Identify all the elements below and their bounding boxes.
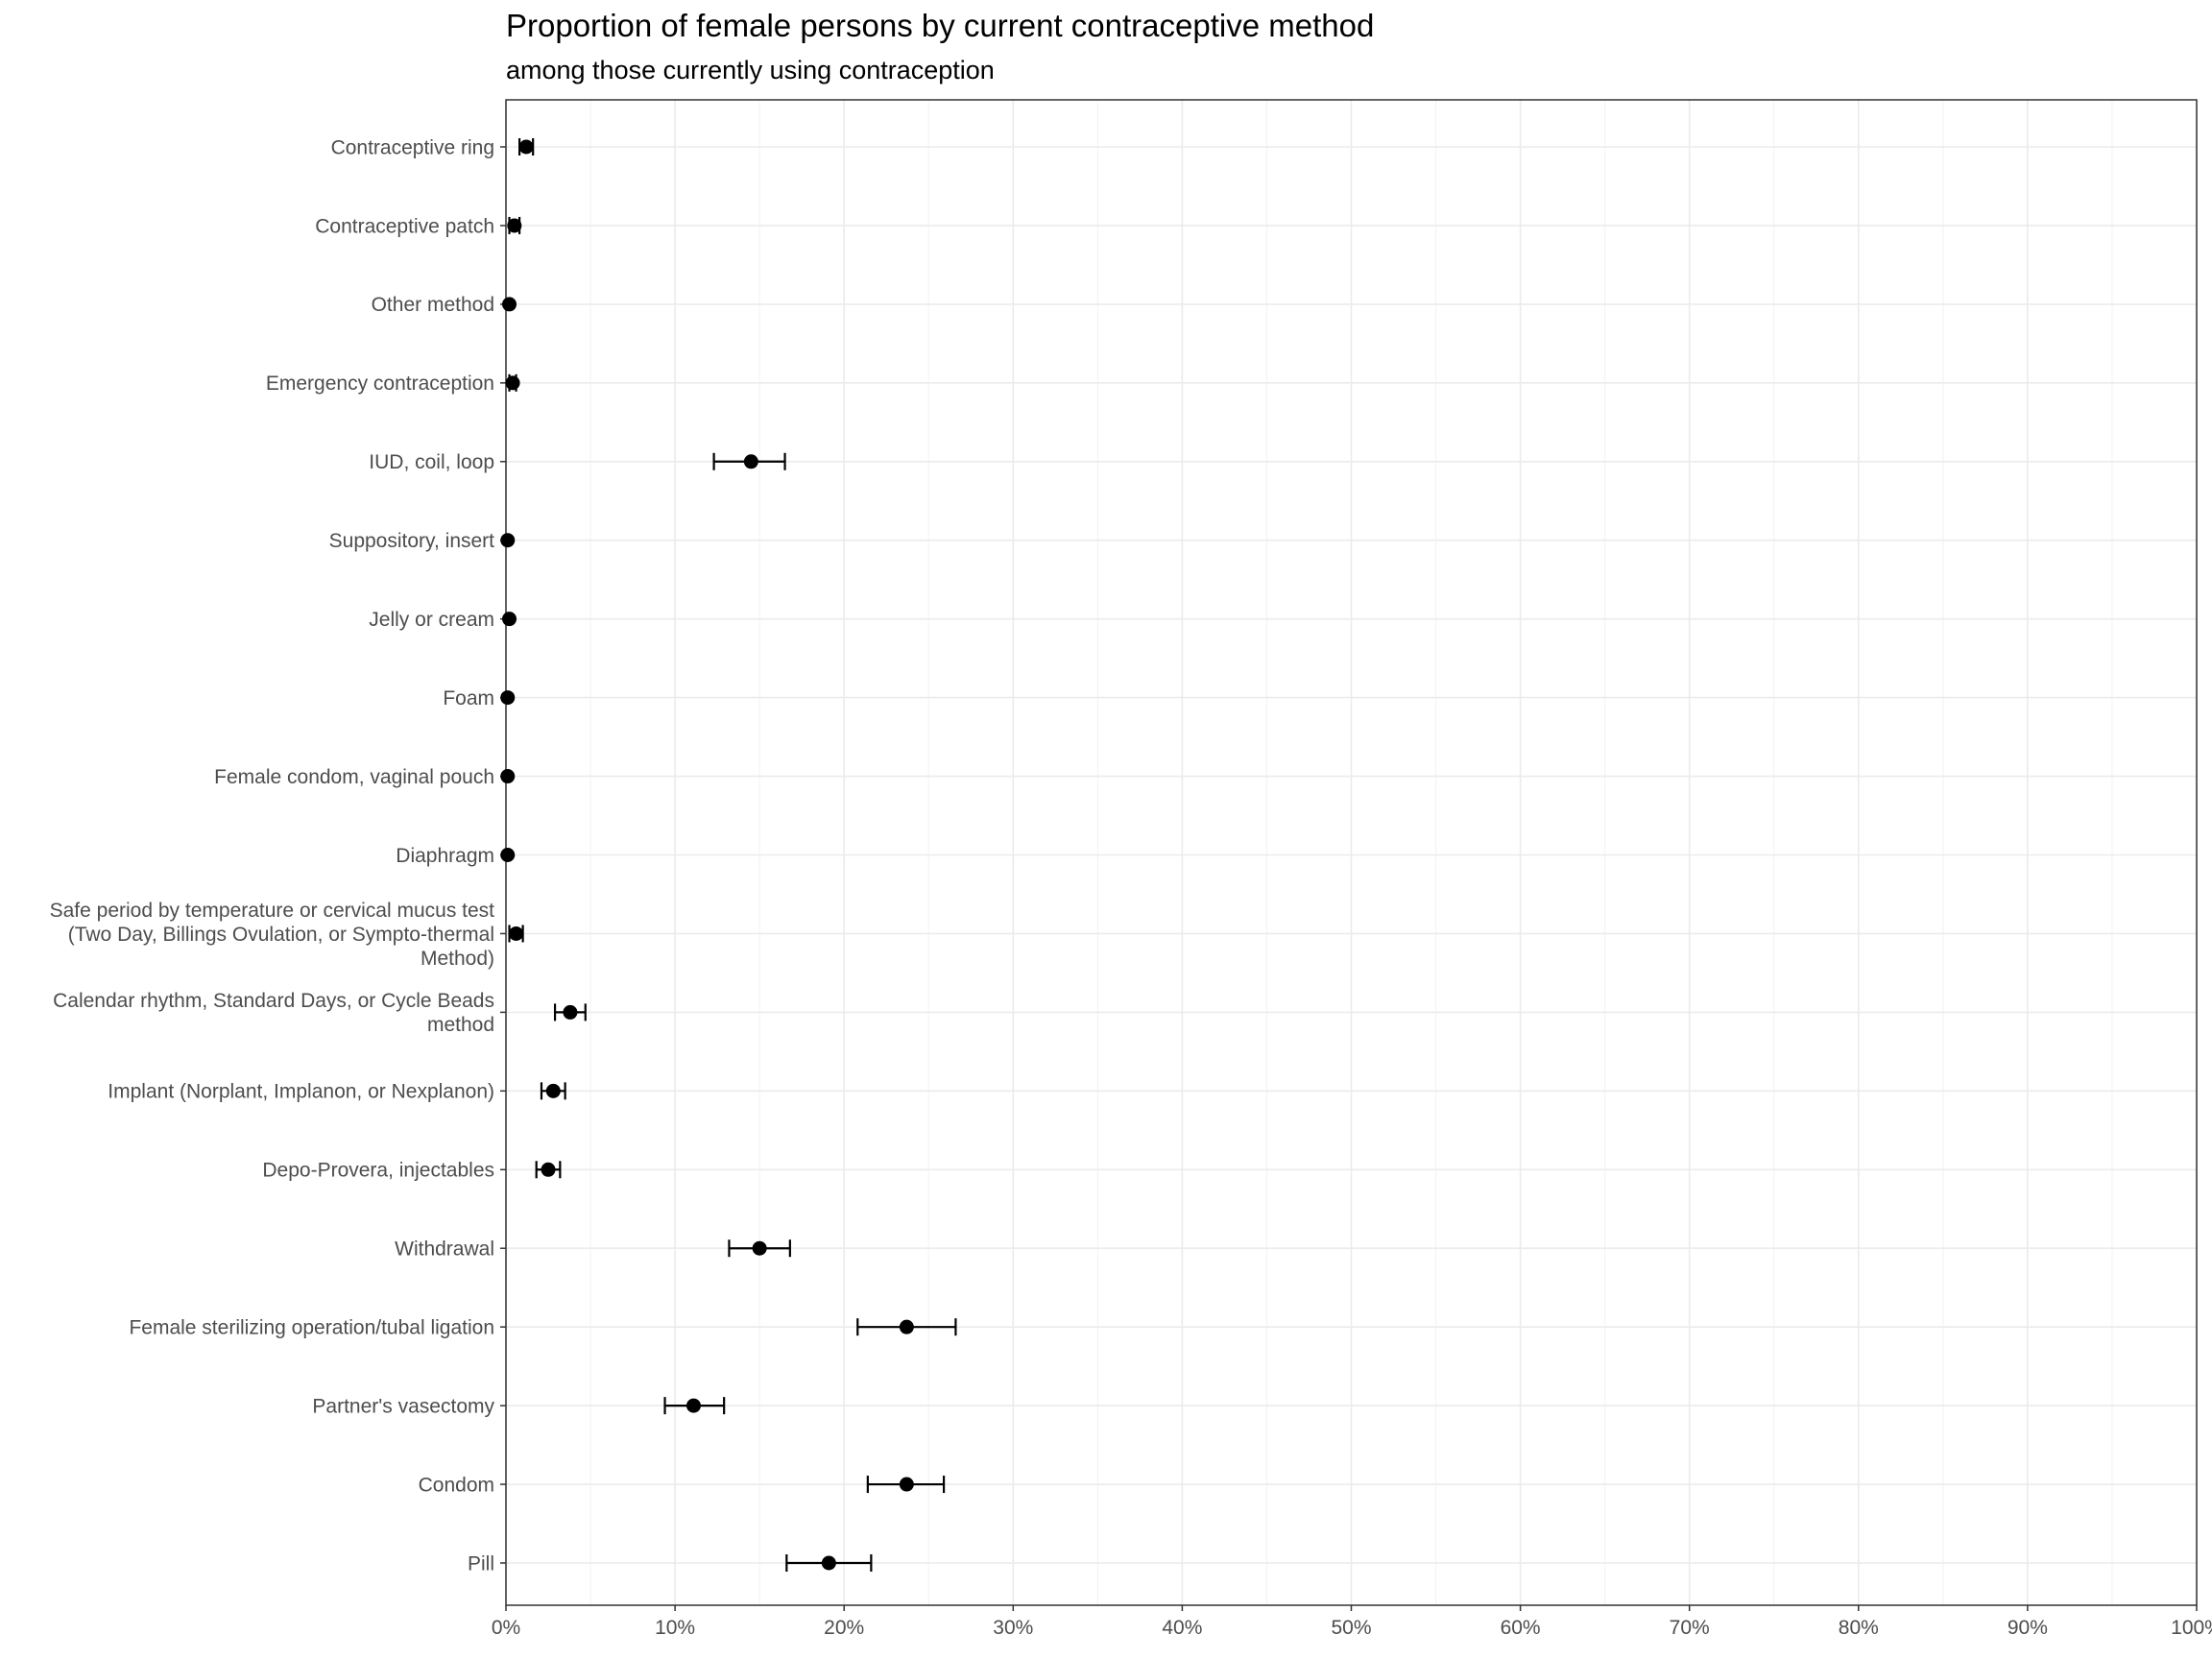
x-tick-label: 90% (2008, 1617, 2048, 1639)
y-tick-label: Suppository, insert (329, 530, 495, 552)
data-point (502, 612, 517, 627)
y-tick-label: Implant (Norplant, Implanon, or Nexplano… (108, 1081, 494, 1103)
y-tick-label: Jelly or cream (369, 609, 494, 631)
y-tick-label-line: Implant (Norplant, Implanon, or Nexplano… (108, 1081, 494, 1103)
data-point (507, 218, 522, 233)
data-point (545, 1083, 561, 1098)
data-point (899, 1477, 914, 1492)
data-point (821, 1555, 836, 1571)
chart-subtitle: among those currently using contraceptio… (506, 56, 995, 84)
data-point (500, 533, 516, 548)
x-tick-label: 100% (2171, 1617, 2212, 1639)
y-tick-label: Other method (372, 294, 494, 316)
y-tick-label-line: Pill (468, 1552, 494, 1575)
y-axis: Contraceptive ring Contraceptive patch Oth… (50, 136, 506, 1575)
y-tick-label-line: Emergency contraception (266, 373, 494, 395)
x-tick-label: 50% (1331, 1617, 1371, 1639)
y-tick-label: Contraceptive patch (315, 215, 494, 237)
x-tick-label: 60% (1501, 1617, 1541, 1639)
y-tick-label: Safe period by temperature or cervical m… (50, 900, 495, 970)
y-tick-label: Foam (443, 687, 494, 709)
x-tick-label: 30% (993, 1617, 1033, 1639)
x-tick-label: 0% (492, 1617, 520, 1639)
y-tick-label-line: IUD, coil, loop (369, 451, 494, 473)
data-point (563, 1004, 578, 1020)
y-tick-label: Partner's vasectomy (312, 1395, 494, 1417)
y-tick-label-line: Jelly or cream (369, 609, 494, 631)
y-tick-label: Contraceptive ring (331, 136, 494, 158)
y-tick-label-line: Suppository, insert (329, 530, 495, 552)
data-point (541, 1162, 556, 1177)
data-point (518, 139, 534, 155)
y-tick-label: Emergency contraception (266, 373, 494, 395)
y-tick-label-line: Foam (443, 687, 494, 709)
y-tick-label-line: Female sterilizing operation/tubal ligat… (129, 1317, 494, 1339)
y-tick-label: Female sterilizing operation/tubal ligat… (129, 1317, 494, 1339)
data-point (502, 297, 517, 312)
y-tick-label: Calendar rhythm, Standard Days, or Cycle… (53, 990, 494, 1036)
y-tick-label-line: Safe period by temperature or cervical m… (50, 900, 495, 922)
y-tick-label-line: Depo-Provera, injectables (262, 1160, 494, 1182)
y-tick-label-line: Condom (419, 1474, 494, 1496)
y-tick-label: Depo-Provera, injectables (262, 1160, 494, 1182)
y-tick-label-line: Calendar rhythm, Standard Days, or Cycle… (53, 990, 494, 1012)
x-tick-label: 40% (1162, 1617, 1202, 1639)
y-tick-label-line: Method) (421, 948, 494, 970)
y-tick-label-line: Female condom, vaginal pouch (214, 766, 494, 788)
chart-title: Proportion of female persons by current … (506, 8, 1375, 43)
y-tick-label-line: Other method (372, 294, 494, 316)
y-tick-label: Diaphragm (396, 845, 494, 867)
y-tick-label-line: Diaphragm (396, 845, 494, 867)
x-tick-label: 80% (1839, 1617, 1879, 1639)
data-point (685, 1398, 701, 1413)
data-point (500, 769, 516, 784)
y-tick-label-line: method (427, 1014, 494, 1036)
x-tick-label: 70% (1670, 1617, 1710, 1639)
grid-lines (505, 100, 2198, 1605)
y-tick-label: Condom (419, 1474, 494, 1496)
y-tick-label: Female condom, vaginal pouch (214, 766, 494, 788)
data-point (899, 1319, 914, 1334)
y-tick-label: Withdrawal (395, 1238, 494, 1261)
data-point (509, 926, 524, 941)
y-tick-label-line: Withdrawal (395, 1238, 494, 1261)
y-tick-label-line: (Two Day, Billings Ovulation, or Sympto-… (68, 924, 494, 946)
y-tick-label-line: Contraceptive patch (315, 215, 494, 237)
x-tick-label: 10% (655, 1617, 695, 1639)
x-tick-label: 20% (824, 1617, 864, 1639)
y-tick-label-line: Contraceptive ring (331, 136, 494, 158)
data-marks (500, 138, 957, 1572)
y-tick-label: Pill (468, 1552, 494, 1575)
x-axis: 0% 10% 20% 30% 40% 50% 60% 70% 80% 90% 100% (492, 1605, 2212, 1639)
data-point (500, 848, 516, 862)
y-tick-label-line: Partner's vasectomy (312, 1395, 494, 1417)
data-point (505, 375, 520, 391)
data-point (743, 454, 758, 469)
data-point (752, 1240, 767, 1256)
y-tick-label: IUD, coil, loop (369, 451, 494, 473)
data-point (500, 690, 516, 706)
